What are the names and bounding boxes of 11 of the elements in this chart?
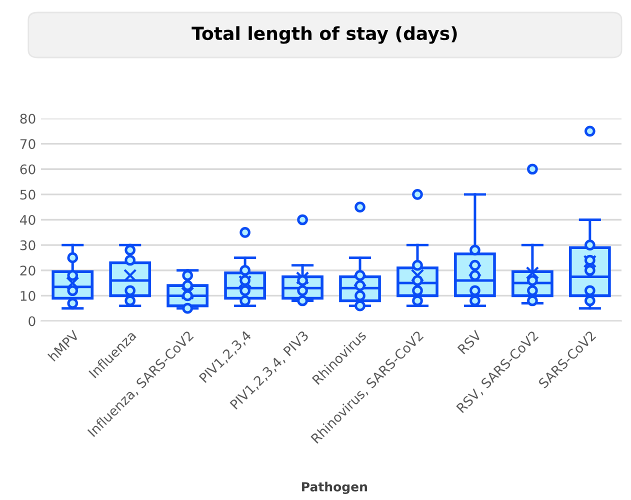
x-axis-title: Pathogen [302,482,367,494]
y-tick-label: 80 [20,114,36,124]
y-tick-label: 70 [20,139,36,150]
y-tick-label: 30 [20,240,36,250]
y-tick-label: 60 [20,164,36,174]
y-tick-label: 50 [20,190,36,200]
chart-title: Total length of stay (days) [192,26,457,44]
y-tick-label: 40 [20,214,36,225]
y-tick-label: 20 [20,266,36,276]
y-tick-label: 10 [20,290,36,301]
y-tick-label: 0 [28,316,36,326]
